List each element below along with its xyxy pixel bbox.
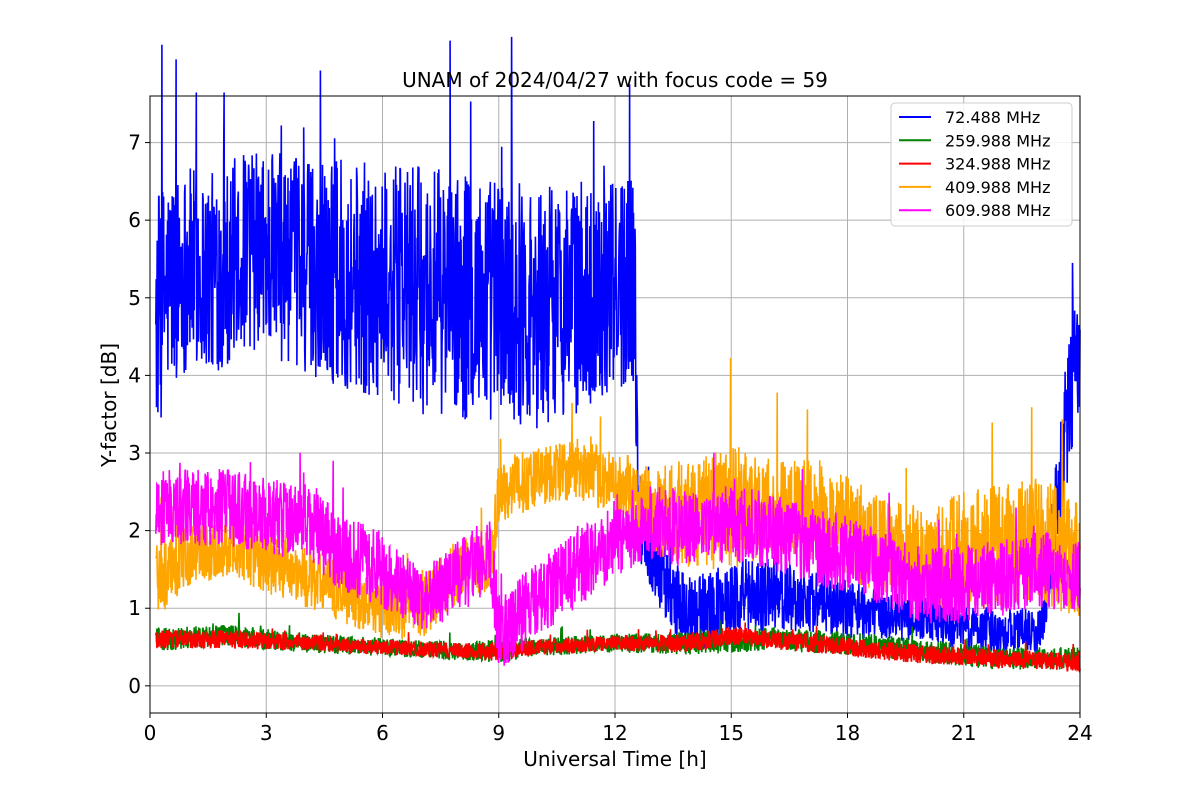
legend-box — [890, 102, 1073, 227]
x-tick-label: 0 — [144, 721, 157, 745]
x-tick-label: 21 — [951, 721, 976, 745]
y-axis-title: Y-factor [dB] — [97, 343, 121, 468]
x-tick-label: 3 — [260, 721, 273, 745]
legend-label: 324.988 MHz — [945, 155, 1050, 174]
series-line — [155, 452, 1081, 666]
x-tick-label: 9 — [492, 721, 505, 745]
y-tick-label: 4 — [128, 363, 141, 387]
y-tick-label: 5 — [128, 286, 141, 310]
series-line — [155, 36, 1081, 655]
legend-label: 72.488 MHz — [945, 108, 1040, 127]
chart-title: UNAM of 2024/04/27 with focus code = 59 — [402, 68, 828, 92]
legend-label: 259.988 MHz — [945, 131, 1050, 150]
legend-label: 409.988 MHz — [945, 178, 1050, 197]
legend: 72.488 MHz 259.988 MHz 324.988 MHz 409.988 … — [890, 102, 1073, 227]
x-tick-label: 18 — [835, 721, 860, 745]
y-tick-label: 3 — [128, 441, 141, 465]
y-tick-label: 7 — [128, 131, 141, 155]
y-tick-label: 0 — [128, 674, 141, 698]
x-tick-label: 15 — [719, 721, 744, 745]
x-tick-label: 24 — [1067, 721, 1092, 745]
x-tick-label: 12 — [602, 721, 627, 745]
series-layer — [155, 36, 1081, 674]
series-line — [155, 622, 1081, 674]
y-tick-label: 6 — [128, 208, 141, 232]
legend-label: 609.988 MHz — [945, 201, 1050, 220]
x-tick-label: 6 — [376, 721, 389, 745]
x-axis-title: Universal Time [h] — [523, 747, 706, 771]
y-tick-label: 2 — [128, 519, 141, 543]
y-tick-label: 1 — [128, 596, 141, 620]
